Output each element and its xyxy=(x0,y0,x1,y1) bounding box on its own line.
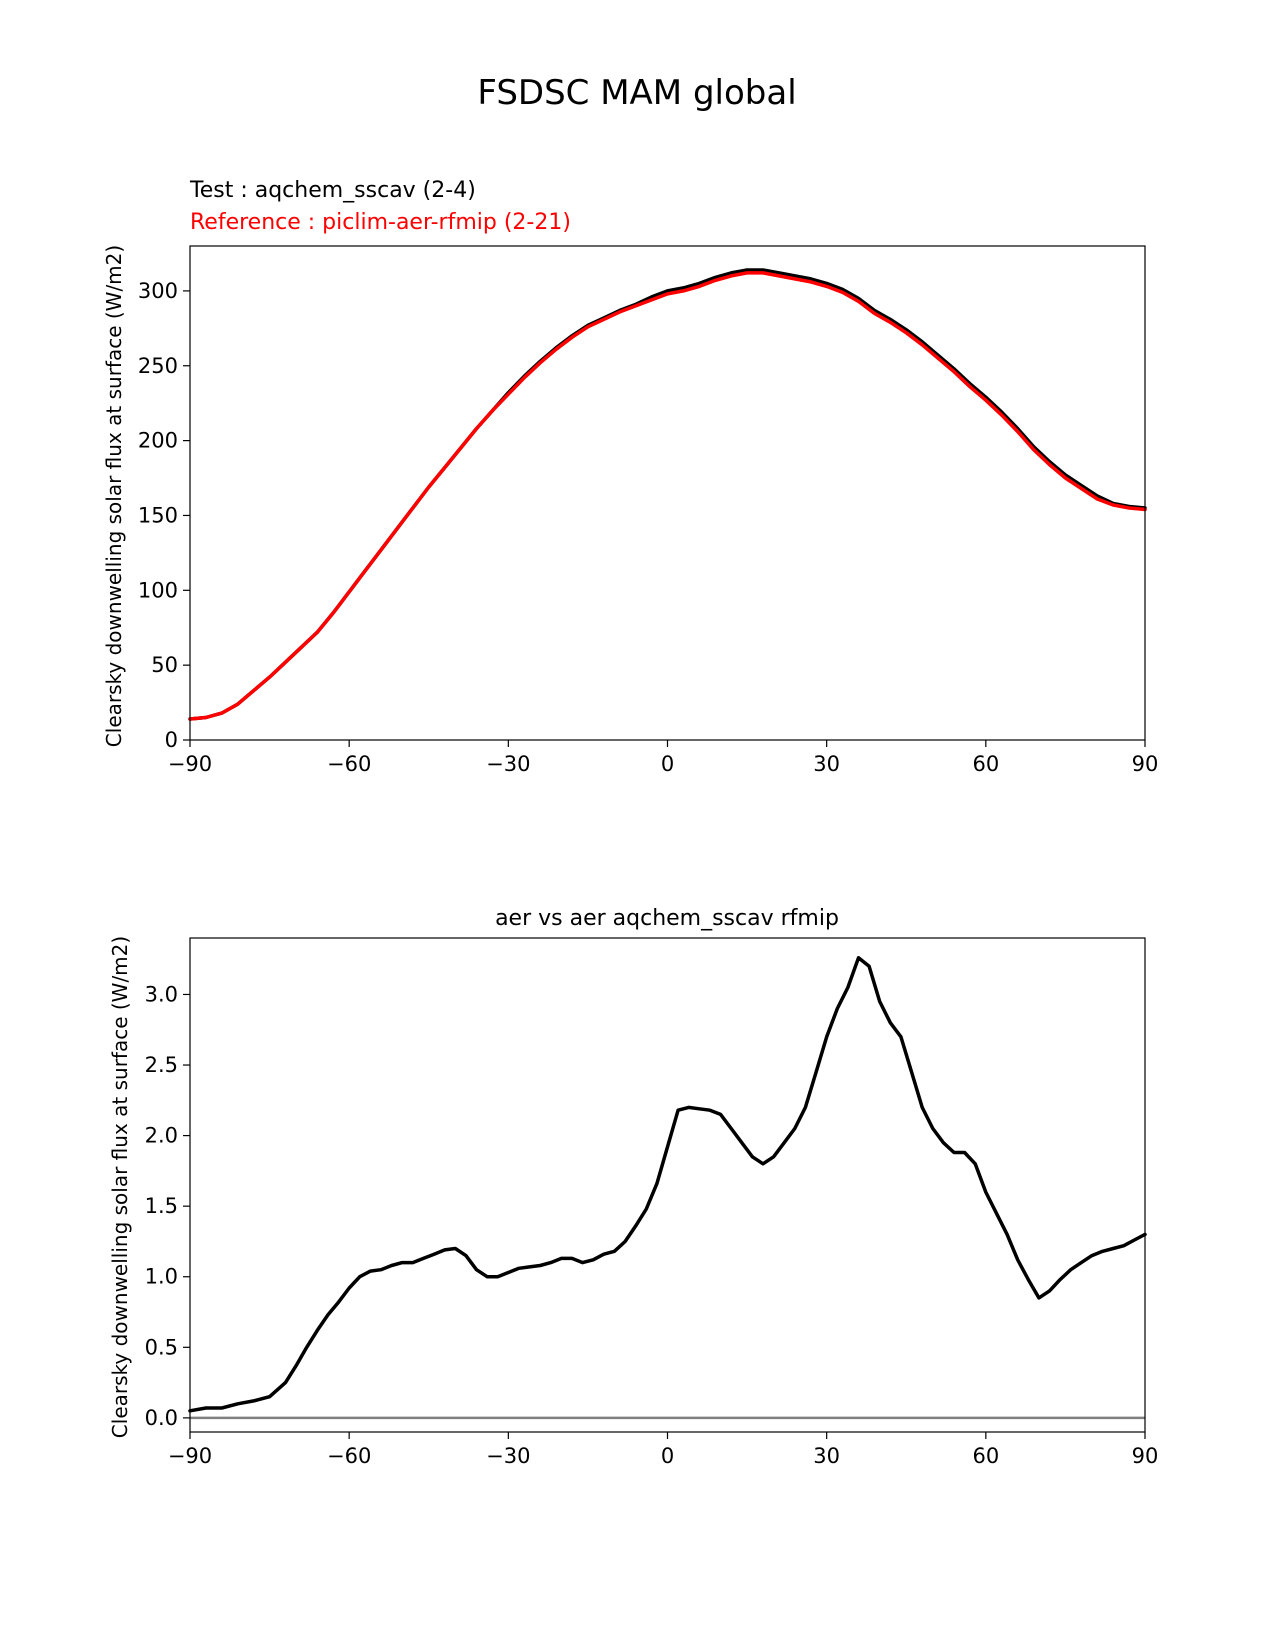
top-series-line-2 xyxy=(188,271,1147,721)
top-x-tick-label: 30 xyxy=(813,752,840,776)
bottom-axes-frame xyxy=(189,937,1146,1433)
bottom-axis-ticks: −90 −60 −30 0 30 60 90 0.0 0.5 1.0 1.5 2.0 2.5 3.0 xyxy=(145,982,1159,1468)
top-test-title: Test : aqchem_sscav (2-4) xyxy=(189,178,476,203)
bottom-y-tick-label: 2.0 xyxy=(145,1124,178,1148)
bottom-x-tick-label: 60 xyxy=(972,1444,999,1468)
top-x-tick-label: −60 xyxy=(327,752,371,776)
top-x-tick-label: −90 xyxy=(168,752,212,776)
bottom-y-tick-label: 3.0 xyxy=(145,982,178,1006)
top-y-tick-label: 100 xyxy=(138,578,178,602)
top-axis-ticks: −90 −60 −30 0 30 60 90 0 50 100 150 200 250 300 xyxy=(138,279,1158,776)
figure-title: FSDSC MAM global xyxy=(477,73,796,113)
top-y-tick-label: 250 xyxy=(138,354,178,378)
top-plot-lines xyxy=(188,268,1147,721)
top-y-tick-label: 300 xyxy=(138,279,178,303)
top-y-tick-label: 50 xyxy=(151,653,178,677)
bottom-y-tick-label: 2.5 xyxy=(145,1053,178,1077)
top-x-tick-label: 60 xyxy=(972,752,999,776)
top-panel: Test : aqchem_sscav (2-4) Reference : pi… xyxy=(102,178,1158,776)
top-reference-title: Reference : piclim-aer-rfmip (2-21) xyxy=(190,210,571,235)
bottom-x-tick-label: 30 xyxy=(813,1444,840,1468)
top-y-tick-label: 200 xyxy=(138,429,178,453)
bottom-series-line-1 xyxy=(188,956,1147,1413)
bottom-y-axis-label: Clearsky downwelling solar flux at surfa… xyxy=(108,936,132,1438)
bottom-x-tick-label: −60 xyxy=(327,1444,371,1468)
bottom-plot-lines xyxy=(188,956,1147,1420)
top-x-tick-label: −30 xyxy=(486,752,530,776)
bottom-y-tick-label: 1.5 xyxy=(145,1194,178,1218)
bottom-x-tick-label: 90 xyxy=(1132,1444,1159,1468)
bottom-panel: aer vs aer aqchem_sscav rfmip Clearsky d… xyxy=(108,906,1158,1468)
bottom-x-tick-label: −30 xyxy=(486,1444,530,1468)
top-y-axis-label: Clearsky downwelling solar flux at surfa… xyxy=(102,245,126,747)
top-y-tick-label: 0 xyxy=(165,728,178,752)
bottom-y-tick-label: 0.5 xyxy=(145,1335,178,1359)
bottom-y-tick-label: 0.0 xyxy=(145,1406,178,1430)
top-x-tick-label: 0 xyxy=(661,752,674,776)
top-y-tick-label: 150 xyxy=(138,503,178,527)
bottom-x-tick-label: 0 xyxy=(661,1444,674,1468)
bottom-title: aer vs aer aqchem_sscav rfmip xyxy=(495,906,839,931)
top-axes-frame xyxy=(189,245,1146,741)
top-x-tick-label: 90 xyxy=(1132,752,1159,776)
bottom-y-tick-label: 1.0 xyxy=(145,1265,178,1289)
bottom-x-tick-label: −90 xyxy=(168,1444,212,1468)
